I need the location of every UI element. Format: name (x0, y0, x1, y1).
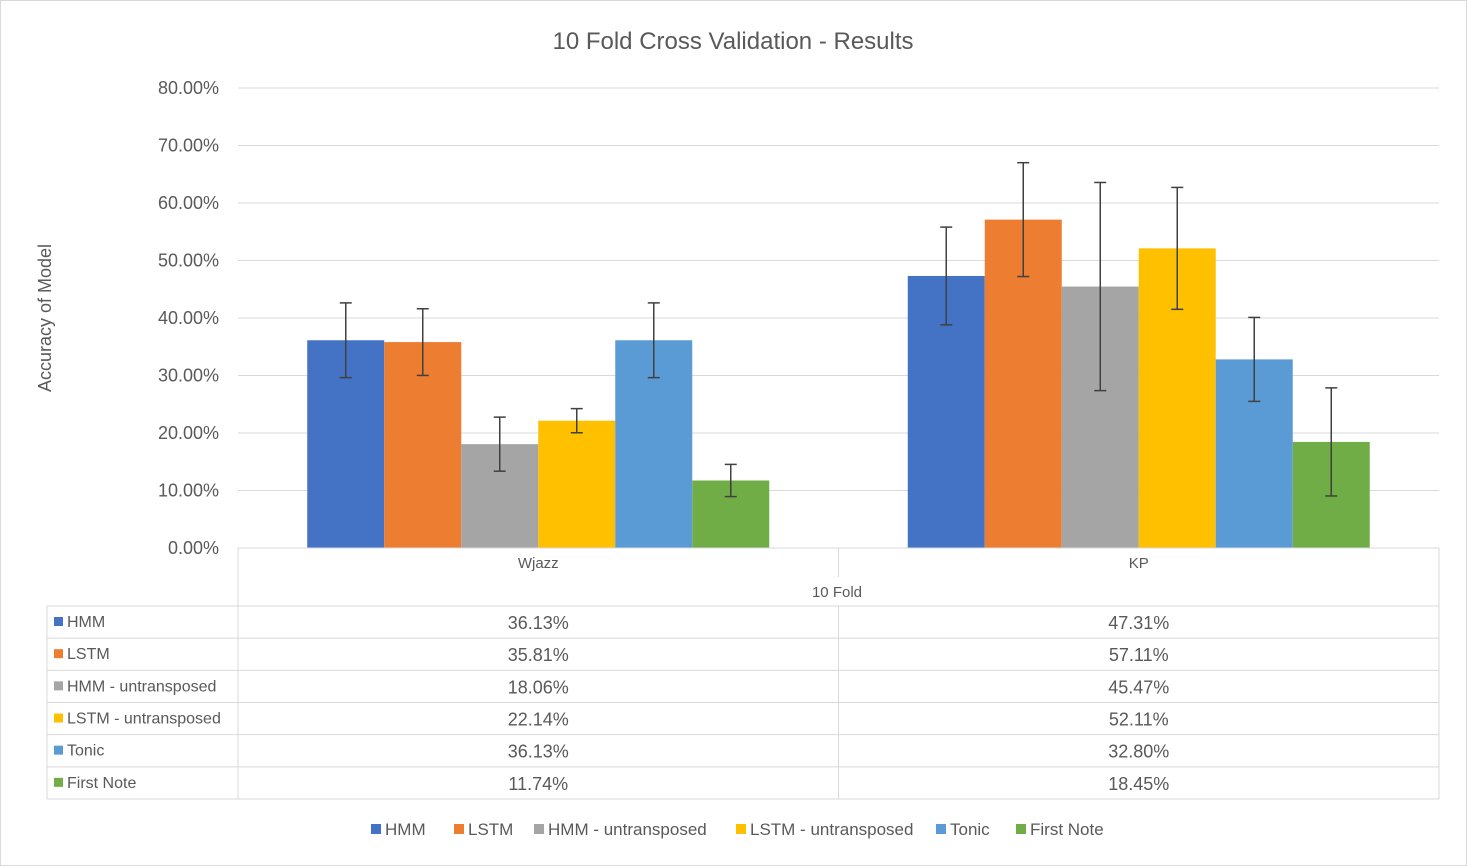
category-label: KP (1129, 555, 1149, 572)
legend-label: LSTM - untransposed (750, 820, 913, 839)
y-tick-label: 30.00% (158, 366, 219, 386)
table-cell: 32.80% (1108, 742, 1169, 762)
legend-swatch (371, 824, 381, 834)
table-cell: 36.13% (508, 613, 569, 633)
legend-swatch (736, 824, 746, 834)
table-cell: 18.45% (1108, 774, 1169, 794)
legend-swatch (1016, 824, 1026, 834)
table-row-label: HMM (67, 614, 105, 631)
x-axis-label: 10 Fold (812, 584, 862, 601)
legend-label: First Note (1030, 820, 1104, 839)
table-cell: 36.13% (508, 742, 569, 762)
table-cell: 47.31% (1108, 613, 1169, 633)
table-cell: 52.11% (1109, 710, 1169, 730)
table-row-label: HMM - untransposed (67, 678, 216, 695)
y-tick-label: 10.00% (158, 481, 219, 501)
chart-title: 10 Fold Cross Validation - Results (552, 28, 913, 55)
legend-swatch (454, 824, 464, 834)
bar (538, 420, 616, 548)
legend-label: Tonic (950, 820, 990, 839)
legend-swatch (936, 824, 946, 834)
table-cell: 22.14% (508, 710, 569, 730)
table-cell: 57.11% (1109, 645, 1169, 665)
legend-label: HMM - untransposed (548, 820, 707, 839)
y-tick-label: 40.00% (158, 308, 219, 328)
data-table: Wjazz KP HMM 36.13% 47.31% LSTM 35.81% 57.11% HM… (46, 547, 1440, 800)
table-row-label: Tonic (67, 743, 104, 760)
table-row-label: First Note (67, 775, 136, 792)
y-tick-label: 20.00% (158, 423, 219, 443)
table-cell: 35.81% (508, 645, 569, 665)
y-axis-label: Accuracy of Model (35, 244, 55, 392)
table-legend-key (54, 745, 63, 755)
table-row-label: LSTM (67, 646, 110, 663)
category-label: Wjazz (518, 555, 559, 572)
bars (307, 161, 1370, 548)
y-tick-label: 80.00% (158, 78, 219, 98)
table-legend-key (54, 649, 63, 659)
y-tick-label: 70.00% (158, 136, 219, 156)
legend-label: HMM (385, 820, 426, 839)
table-cell: 45.47% (1108, 677, 1169, 697)
table-legend-key (54, 617, 63, 626)
y-tick-label: 0.00% (168, 538, 219, 558)
table-cell: 18.06% (508, 677, 569, 697)
table-cell: 11.74% (508, 774, 568, 794)
table-legend-key (54, 681, 63, 691)
y-tick-label: 50.00% (158, 251, 219, 271)
legend: HMM LSTM HMM - untransposed LSTM - untransp… (371, 820, 1104, 839)
table-legend-key (54, 777, 63, 787)
table-legend-key (54, 713, 63, 723)
table-row-label: LSTM - untransposed (67, 711, 221, 728)
bar (384, 342, 462, 548)
y-tick-label: 60.00% (158, 193, 219, 213)
legend-swatch (534, 824, 544, 834)
legend-label: LSTM (468, 820, 513, 839)
